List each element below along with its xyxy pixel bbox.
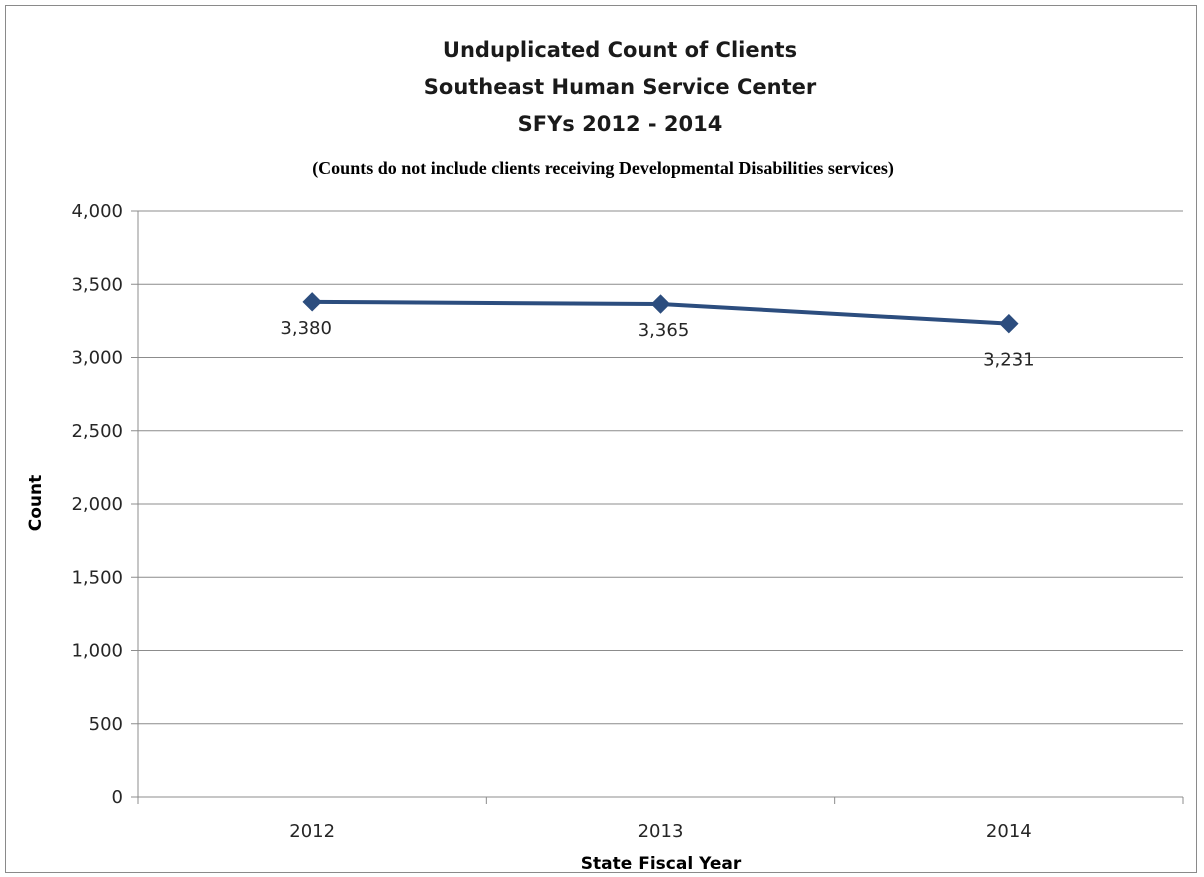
y-tick-label: 2,000 — [71, 494, 123, 515]
data-label: 3,365 — [638, 320, 690, 341]
x-tick-label: 2013 — [638, 821, 684, 842]
axes — [131, 210, 1184, 804]
y-tick-label: 0 — [112, 787, 123, 808]
y-tick-label: 1,000 — [71, 641, 123, 662]
data-label: 3,231 — [983, 350, 1035, 371]
data-labels: 3,380 3,365 3,231 — [280, 318, 1034, 371]
data-point-marker — [999, 313, 1019, 334]
y-tick-label: 1,500 — [71, 567, 123, 588]
y-tick-label: 4,000 — [71, 201, 123, 222]
y-tick-label: 3,000 — [71, 348, 123, 369]
data-label: 3,380 — [280, 318, 332, 339]
y-axis-title: Count — [26, 475, 46, 532]
data-series — [302, 292, 1019, 334]
gridlines — [138, 210, 1183, 725]
chart-frame — [5, 5, 1197, 873]
y-axis-tick-labels: 0 500 1,000 1,500 2,000 2,500 3,000 3,500 4,000 — [71, 201, 123, 808]
x-axis-title: State Fiscal Year — [581, 854, 742, 874]
chart-title-line-3: SFYs 2012 - 2014 — [518, 112, 723, 136]
chart-title-line-2: Southeast Human Service Center — [424, 75, 817, 99]
x-tick-label: 2014 — [986, 821, 1032, 842]
chart-title-line-1: Unduplicated Count of Clients — [443, 38, 797, 62]
data-point-marker — [302, 292, 322, 312]
chart-title: Unduplicated Count of Clients Southeast … — [424, 38, 817, 136]
data-point-marker — [650, 294, 671, 314]
x-tick-label: 2012 — [289, 821, 335, 842]
x-axis-tick-labels: 2012 2013 2014 — [289, 821, 1031, 842]
y-tick-label: 3,500 — [71, 274, 123, 295]
y-tick-label: 500 — [89, 714, 123, 735]
chart-subtitle: (Counts do not include clients receiving… — [312, 158, 894, 179]
y-tick-label: 2,500 — [71, 421, 123, 442]
